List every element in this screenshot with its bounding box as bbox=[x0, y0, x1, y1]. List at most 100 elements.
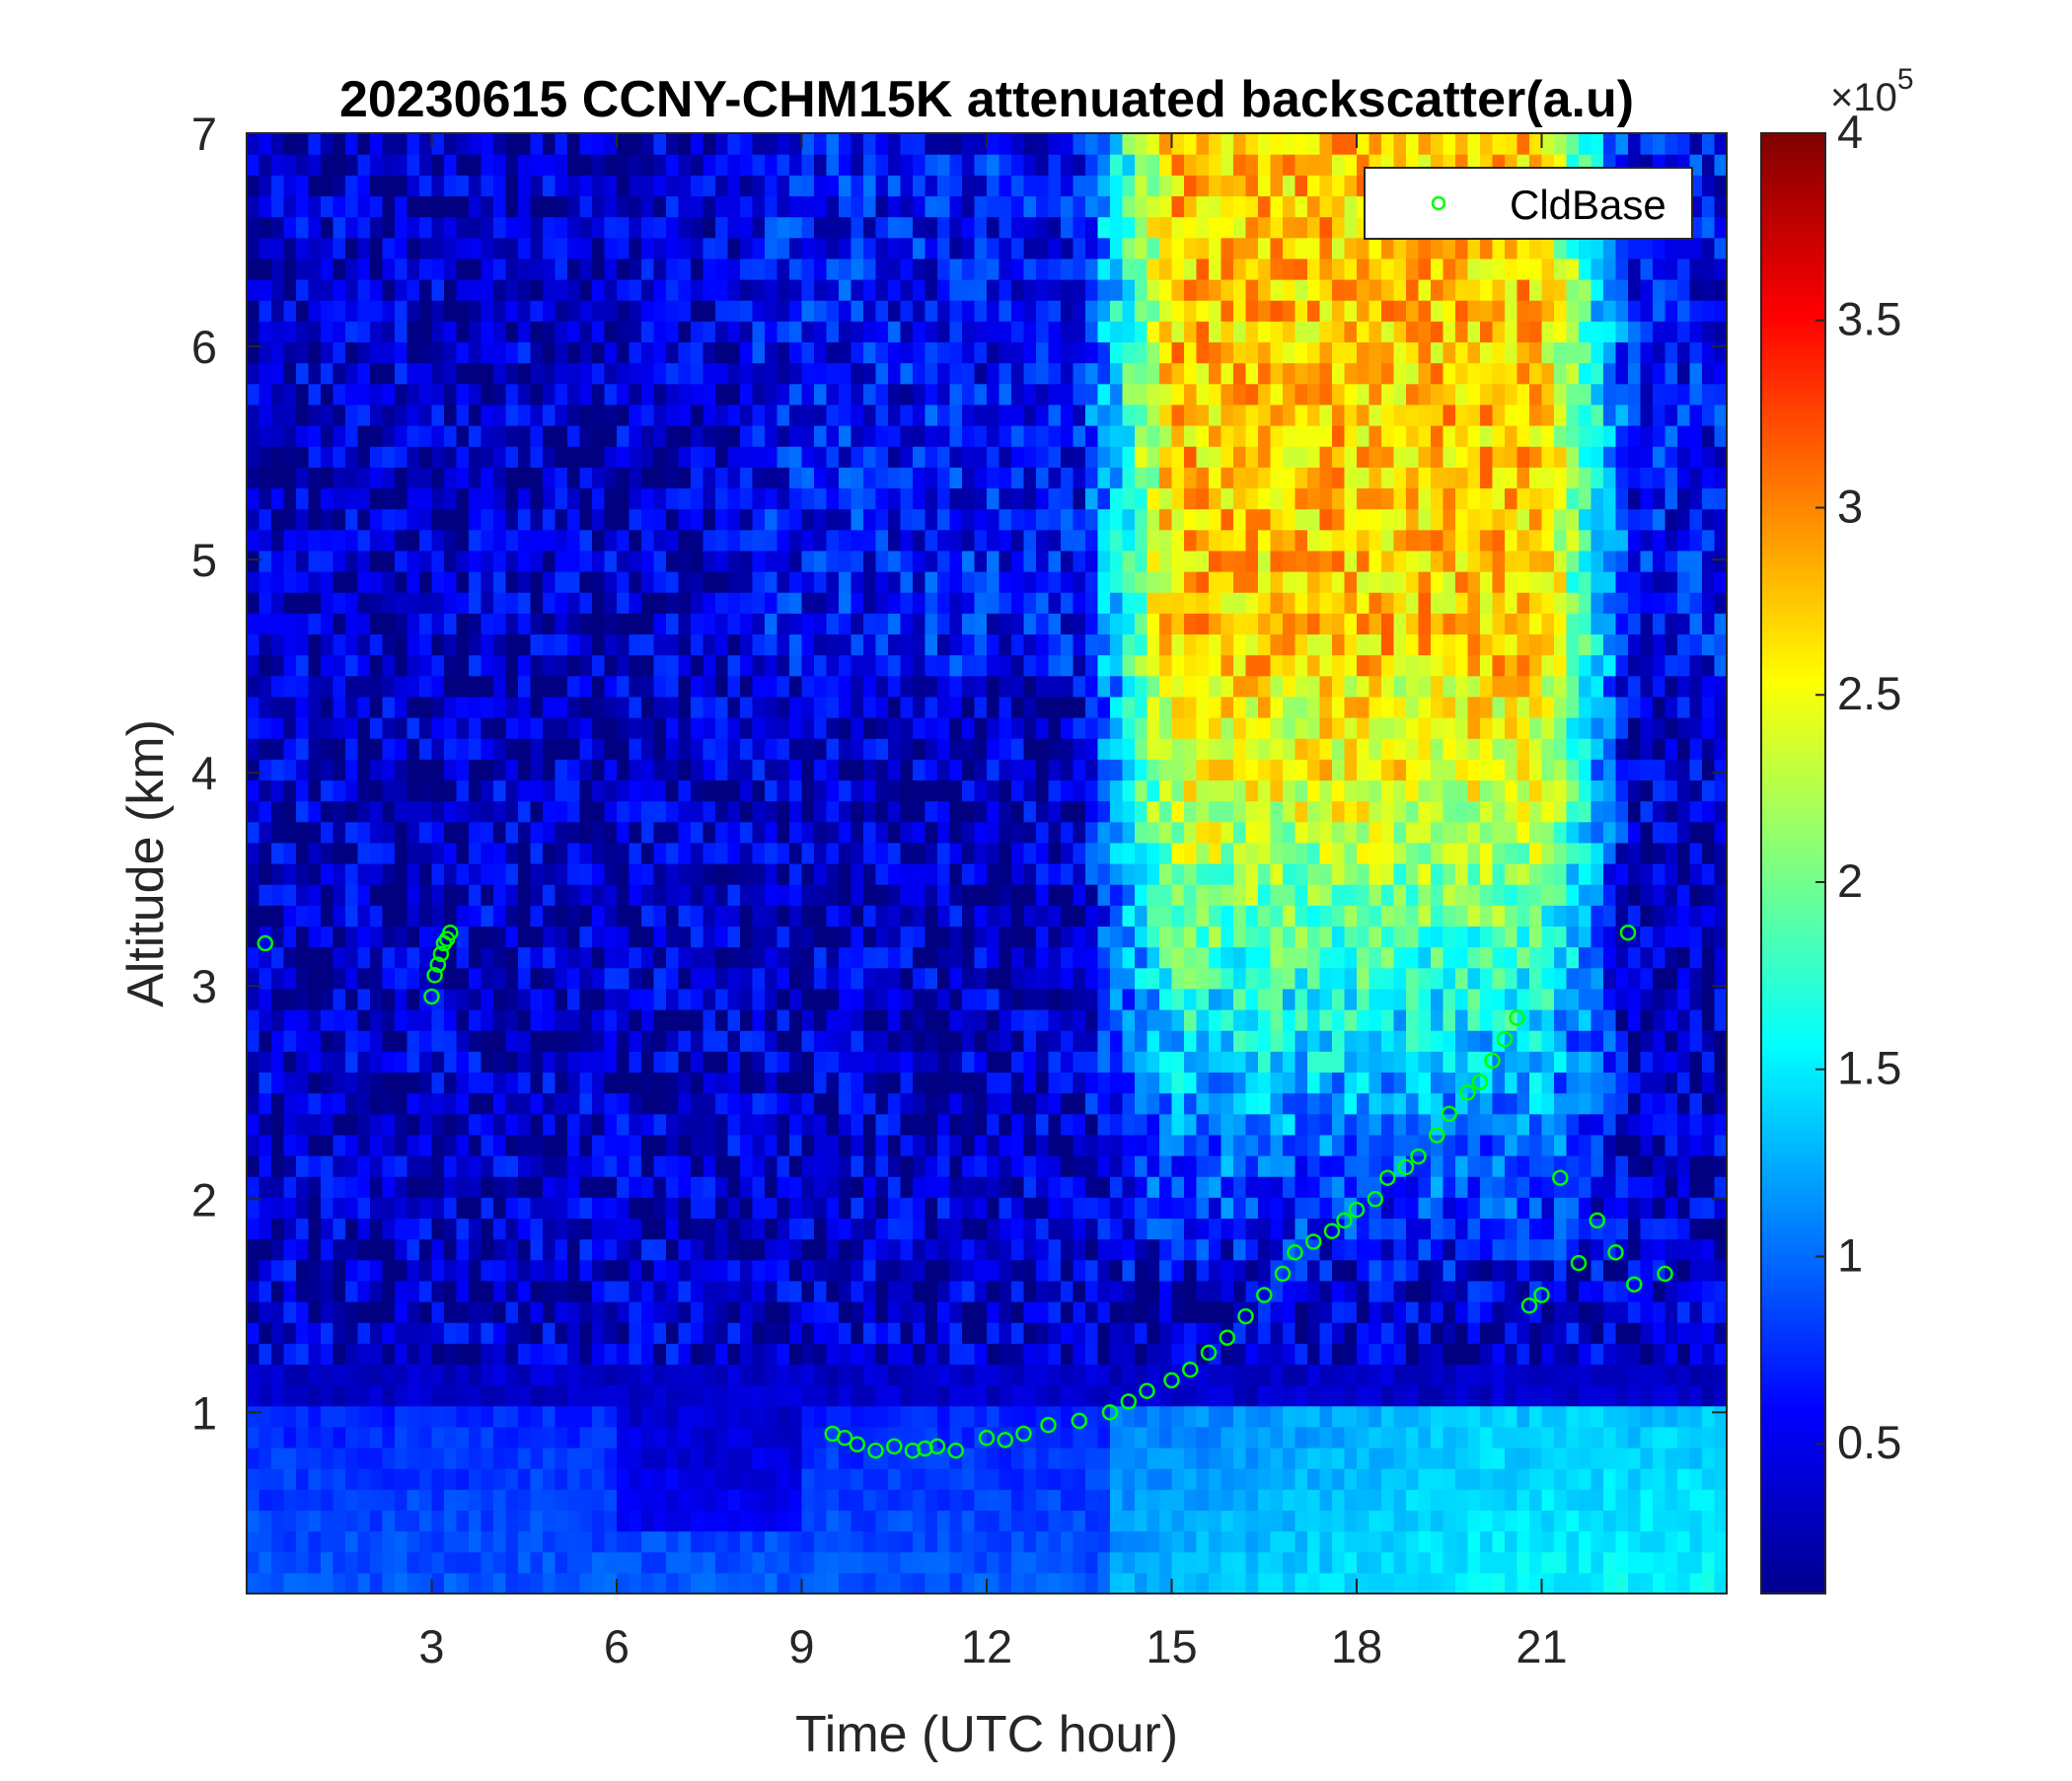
heatmap-cell bbox=[962, 1072, 976, 1094]
heatmap-cell bbox=[444, 1468, 458, 1490]
heatmap-cell bbox=[974, 1218, 988, 1240]
heatmap-cell bbox=[1011, 300, 1025, 322]
heatmap-cell bbox=[604, 133, 618, 155]
heatmap-cell bbox=[839, 633, 852, 656]
heatmap-cell bbox=[740, 779, 754, 802]
heatmap-cell bbox=[666, 926, 680, 948]
heatmap-cell bbox=[987, 508, 1000, 531]
heatmap-cell bbox=[567, 1426, 581, 1448]
heatmap-cell bbox=[1097, 1343, 1111, 1366]
heatmap-cell bbox=[1073, 1113, 1086, 1136]
heatmap-cell bbox=[1073, 1572, 1086, 1594]
heatmap-cell bbox=[962, 1510, 976, 1532]
heatmap-cell bbox=[271, 1238, 285, 1261]
heatmap-cell bbox=[382, 1134, 396, 1156]
heatmap-cell bbox=[308, 425, 322, 447]
heatmap-cell bbox=[715, 1113, 729, 1136]
heatmap-cell bbox=[271, 1051, 285, 1074]
heatmap-cell bbox=[1048, 258, 1062, 280]
heatmap-cell bbox=[407, 654, 420, 677]
heatmap-cell bbox=[617, 717, 630, 739]
heatmap-cell bbox=[555, 1280, 568, 1302]
heatmap-cell bbox=[875, 1113, 889, 1136]
heatmap-cell bbox=[469, 1134, 482, 1156]
heatmap-cell bbox=[419, 1238, 433, 1261]
heatmap-cell bbox=[283, 1280, 297, 1302]
heatmap-cell bbox=[727, 404, 741, 426]
heatmap-cell bbox=[839, 863, 852, 885]
heatmap-cell bbox=[530, 1343, 544, 1366]
heatmap-cell bbox=[863, 1197, 877, 1220]
heatmap-cell bbox=[543, 1364, 556, 1386]
heatmap-cell bbox=[345, 1280, 359, 1302]
heatmap-cell bbox=[641, 1489, 655, 1512]
heatmap-cell bbox=[814, 341, 828, 364]
heatmap-cell bbox=[678, 779, 692, 802]
heatmap-cell bbox=[469, 216, 482, 239]
heatmap-cell bbox=[555, 1510, 568, 1532]
heatmap-cell bbox=[888, 1134, 902, 1156]
heatmap-cell bbox=[888, 613, 902, 635]
heatmap-cell bbox=[765, 237, 778, 260]
heatmap-cell bbox=[629, 1489, 642, 1512]
heatmap-cell bbox=[357, 1468, 371, 1490]
heatmap-cell bbox=[555, 425, 568, 447]
heatmap-cell bbox=[382, 905, 396, 928]
heatmap-cell bbox=[629, 404, 642, 426]
heatmap-cell bbox=[530, 1134, 544, 1156]
heatmap-cell bbox=[419, 1155, 433, 1177]
heatmap-cell bbox=[839, 1280, 852, 1302]
heatmap-cell bbox=[863, 571, 877, 593]
heatmap-cell bbox=[308, 1009, 322, 1031]
heatmap-cell bbox=[851, 362, 864, 385]
heatmap-cell bbox=[444, 404, 458, 426]
heatmap-cell bbox=[789, 1426, 803, 1448]
heatmap-cell bbox=[863, 884, 877, 906]
heatmap-cell bbox=[937, 1155, 951, 1177]
heatmap-cell bbox=[987, 1384, 1000, 1407]
heatmap-cell bbox=[765, 175, 778, 197]
heatmap-cell bbox=[345, 508, 359, 531]
heatmap-cell bbox=[505, 237, 519, 260]
heatmap-cell bbox=[271, 613, 285, 635]
heatmap-cell bbox=[345, 195, 359, 218]
heatmap-cell bbox=[863, 175, 877, 197]
heatmap-cell bbox=[826, 216, 840, 239]
heatmap-cell bbox=[875, 529, 889, 552]
heatmap-cell bbox=[382, 696, 396, 718]
heatmap-cell bbox=[1036, 696, 1050, 718]
heatmap-cell bbox=[493, 300, 507, 322]
heatmap-cell bbox=[962, 1197, 976, 1220]
heatmap-cell bbox=[259, 216, 272, 239]
heatmap-cell bbox=[789, 592, 803, 614]
heatmap-cell bbox=[839, 1572, 852, 1594]
heatmap-cell bbox=[629, 675, 642, 698]
heatmap-cell bbox=[1023, 1322, 1037, 1344]
heatmap-cell bbox=[518, 613, 532, 635]
heatmap-cell bbox=[617, 1572, 630, 1594]
heatmap-cell bbox=[839, 1218, 852, 1240]
heatmap-cell bbox=[839, 425, 852, 447]
heatmap-cell bbox=[740, 1134, 754, 1156]
heatmap-cell bbox=[777, 988, 790, 1010]
heatmap-cell bbox=[395, 216, 408, 239]
heatmap-cell bbox=[653, 1259, 667, 1282]
heatmap-cell bbox=[839, 237, 852, 260]
heatmap-cell bbox=[777, 1301, 790, 1323]
heatmap-cell bbox=[505, 613, 519, 635]
heatmap-cell bbox=[431, 216, 445, 239]
heatmap-cell bbox=[727, 654, 741, 677]
heatmap-cell bbox=[296, 1197, 310, 1220]
heatmap-cell bbox=[801, 362, 815, 385]
heatmap-cell bbox=[949, 1384, 963, 1407]
heatmap-cell bbox=[925, 905, 938, 928]
heatmap-cell bbox=[1110, 946, 1124, 969]
heatmap-cell bbox=[666, 1489, 680, 1512]
heatmap-cell bbox=[851, 571, 864, 593]
heatmap-cell bbox=[308, 1551, 322, 1574]
heatmap-cell bbox=[395, 321, 408, 343]
heatmap-cell bbox=[617, 1384, 630, 1407]
heatmap-cell bbox=[703, 1197, 716, 1220]
heatmap-cell bbox=[1110, 592, 1124, 614]
heatmap-cell bbox=[863, 446, 877, 468]
